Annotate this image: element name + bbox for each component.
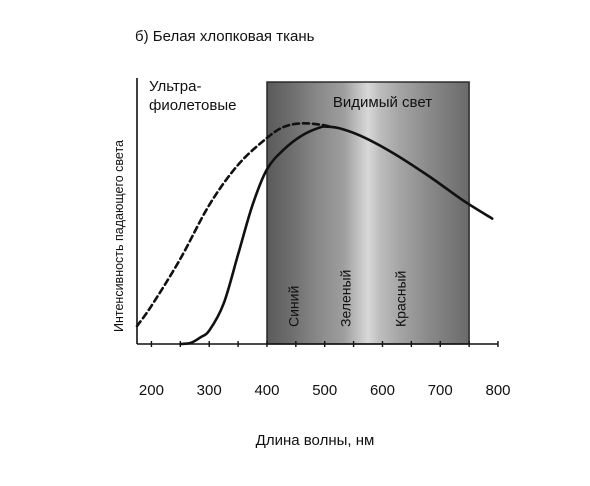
visible-light-region (266, 81, 470, 345)
x-axis-label: Длина волны, нм (256, 432, 375, 449)
dashed-series-line (135, 122, 332, 328)
chart-title: б) Белая хлопковая ткань (135, 28, 315, 45)
x-tick-label: 300 (197, 382, 222, 399)
y-axis-label: Интенсивность падающего света (112, 140, 126, 332)
band-label-Синий: Синий (286, 286, 302, 327)
x-tick-label: 500 (312, 382, 337, 399)
x-tick-label: 700 (428, 382, 453, 399)
x-tick-label: 600 (370, 382, 395, 399)
x-tick-label: 400 (254, 382, 279, 399)
band-label-Красный: Красный (393, 271, 409, 327)
band-label-Зеленый: Зеленый (338, 270, 354, 327)
x-tick-label: 800 (485, 382, 510, 399)
visible-region-label: Видимый свет (333, 94, 432, 111)
solid-series-line (179, 125, 494, 346)
uv-region-label: Ультра-фиолетовые (149, 78, 236, 114)
x-tick-label: 200 (139, 382, 164, 399)
